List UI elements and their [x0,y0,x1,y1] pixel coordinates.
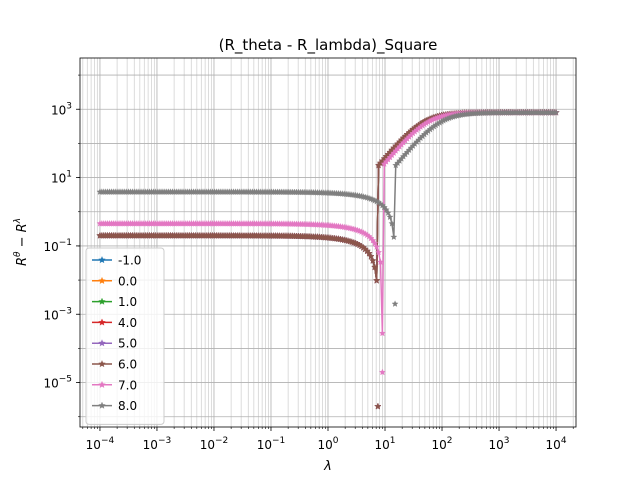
x-tick-label-base: 10 [257,438,272,452]
legend-label: 4.0 [118,316,137,330]
y-axis-label-minus: − [15,232,30,251]
legend-label: 6.0 [118,358,137,372]
legend-swatch-star [98,360,106,368]
series-marker [552,108,560,116]
x-tick-label-base: 10 [143,438,158,452]
series-marker [371,263,379,271]
legend-label: -1.0 [118,254,141,268]
x-tick-label: 10−4 [86,436,115,452]
legend-swatch-star [98,297,106,305]
series-marker [367,252,375,260]
series-dip-marker [374,402,382,410]
x-tick-label-exp: 0 [333,436,339,446]
x-tick-label-exp: −2 [215,436,228,446]
y-axis-label-sup-lambda: λ [13,218,23,224]
series-marker [384,209,392,216]
series-dip-marker [391,300,399,307]
chart-title: (R_theta - R_lambda)_Square [219,36,438,55]
x-tick-label-exp: 2 [447,436,453,446]
y-tick-label-exp: −5 [59,375,72,385]
series-layer [96,108,560,410]
legend-item: 8.0 [92,399,137,413]
x-tick-label-base: 10 [489,438,504,452]
x-tick-label-base: 10 [432,438,447,452]
legend-swatch-star [98,401,106,409]
legend-swatch-star [98,318,106,326]
legend-item: 7.0 [92,378,137,392]
legend-item: 1.0 [92,295,137,309]
series-marker [373,276,381,284]
y-axis-label: Rθ − Rλ [13,218,30,266]
series-marker [378,329,386,337]
y-axis-label-base: R [15,257,30,266]
x-tick-label: 100 [317,436,338,452]
x-tick-label-base: 10 [375,438,390,452]
legend-label: 0.0 [118,274,137,288]
legend-item: 0.0 [92,274,137,288]
legend-label: 8.0 [118,399,137,413]
legend-item: 5.0 [92,337,137,351]
y-tick-label: 10−1 [43,238,72,254]
legend-item: -1.0 [92,254,141,268]
x-tick-label-exp: −4 [101,436,115,446]
series-marker [386,213,394,220]
series-marker [373,243,381,250]
series-dip-marker [378,368,386,376]
y-tick-label: 103 [51,101,72,117]
y-tick-label-base: 10 [43,240,58,254]
legend-swatch-star [98,256,106,264]
y-tick-label-base: 10 [51,103,66,117]
x-tick-label-base: 10 [317,438,332,452]
x-tick-label: 10−3 [143,436,172,452]
legend-item: 4.0 [92,316,137,330]
y-tick-label-exp: −3 [59,306,72,316]
legend-swatch-star [98,380,106,388]
x-tick-label-exp: −1 [272,436,285,446]
x-tick-label: 10−2 [200,436,229,452]
x-axis-ticks: 10−4 10−3 10−2 10−1 100 101 102 103 104 [82,427,574,452]
legend-label: 7.0 [118,378,137,392]
x-tick-label-exp: 1 [390,436,396,446]
x-axis-label: λ [323,459,332,474]
series-marker [388,220,396,227]
y-tick-label: 101 [51,170,72,186]
legend-swatch-star [98,276,106,284]
series-marker [377,258,384,265]
y-tick-label-base: 10 [51,172,66,186]
series-marker [390,233,398,240]
legend-label: 1.0 [118,295,137,309]
series-8.0 [96,108,560,307]
x-tick-label: 103 [489,436,510,452]
x-tick-label: 10−1 [257,436,286,452]
y-tick-label: 10−3 [43,306,72,322]
y-tick-label-base: 10 [43,377,58,391]
legend-label: 5.0 [118,337,137,351]
y-tick-label-exp: −1 [59,238,72,248]
y-axis-label-base-2: R [15,223,30,232]
legend-item: 6.0 [92,358,137,372]
x-tick-label-exp: 3 [504,436,510,446]
series-marker [375,248,382,256]
x-tick-label: 102 [432,436,453,452]
legend-swatch-star [98,339,106,347]
legend-box [85,247,165,425]
y-tick-label-exp: 1 [66,170,72,180]
x-tick-label-exp: −3 [158,436,171,446]
x-tick-label-base: 10 [546,438,561,452]
x-tick-label-exp: 4 [561,436,567,446]
major-gridlines [80,58,576,427]
legend: -1.0 0.0 1.0 4.0 5.0 6.0 7.0 8.0 [85,247,165,425]
y-tick-label-exp: 3 [66,101,72,111]
y-tick-label: 10−5 [43,375,72,391]
y-axis-label-sup-theta: θ [13,251,23,257]
x-tick-label: 101 [375,436,396,452]
x-tick-label: 104 [546,436,567,452]
x-tick-label-base: 10 [200,438,215,452]
x-tick-label-base: 10 [86,438,101,452]
y-tick-label-base: 10 [43,308,58,322]
series-marker [369,257,377,264]
